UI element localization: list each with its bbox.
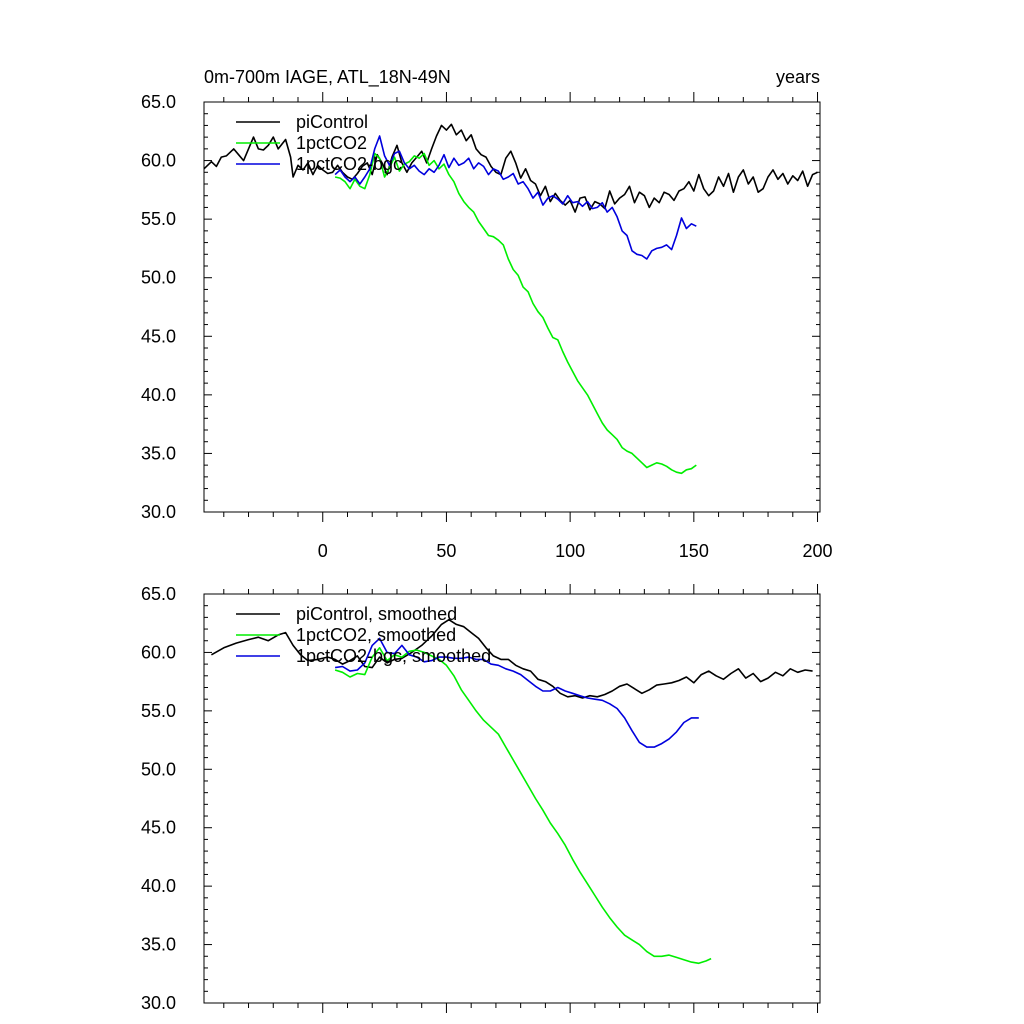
legend-label: 1pctCO2, smoothed	[296, 625, 456, 645]
legend-label: 1pctCO2	[296, 133, 367, 153]
x-tick-label: 200	[803, 541, 833, 561]
top-panel: 30.0 35.0 40.0 45.0 50.0 55.0 60.0 65.0 0 50 100 15…	[141, 92, 833, 561]
x-tick-label: 50	[436, 541, 456, 561]
chart-units-label: years	[776, 67, 820, 87]
series-line-picontrol	[204, 123, 818, 213]
y-tick-label: 65.0	[141, 92, 176, 112]
y-tick-label: 45.0	[141, 818, 176, 838]
y-tick-label: 55.0	[141, 701, 176, 721]
series-line-picontrol-smoothed	[211, 618, 813, 699]
y-tick-label: 60.0	[141, 151, 176, 171]
y-tick-label: 30.0	[141, 502, 176, 522]
legend-label: 1pctCO2-bgc	[296, 154, 402, 174]
y-tick-label: 50.0	[141, 268, 176, 288]
y-tick-label: 40.0	[141, 385, 176, 405]
y-tick-label: 30.0	[141, 993, 176, 1013]
x-tick-label: 0	[318, 541, 328, 561]
series-line-1pctco2-bgc-smoothed	[334, 637, 699, 748]
plot-frame	[203, 593, 821, 1004]
y-tick-label: 40.0	[141, 876, 176, 896]
y-tick-label: 55.0	[141, 209, 176, 229]
legend-label: piControl, smoothed	[296, 604, 457, 624]
bottom-panel: 30.0 35.0 40.0 45.0 50.0 55.0 60.0 65.0 piContro…	[141, 584, 821, 1013]
x-tick-label: 100	[555, 541, 585, 561]
y-tick-label: 65.0	[141, 584, 176, 604]
y-tick-label: 50.0	[141, 759, 176, 779]
series-line-1pctco2-bgc	[334, 135, 697, 260]
legend-label: 1pctCO2-bgc, smoothed	[296, 646, 491, 666]
plot-frame	[203, 101, 821, 513]
y-tick-label: 35.0	[141, 443, 176, 463]
x-tick-label: 150	[679, 541, 709, 561]
chart-title: 0m-700m IAGE, ATL_18N-49N	[204, 67, 451, 88]
y-tick-label: 35.0	[141, 935, 176, 955]
legend-label: piControl	[296, 112, 368, 132]
y-tick-label: 60.0	[141, 642, 176, 662]
series-line-1pctco2	[334, 152, 697, 475]
y-tick-label: 45.0	[141, 326, 176, 346]
series-line-1pctco2-smoothed	[334, 647, 712, 965]
